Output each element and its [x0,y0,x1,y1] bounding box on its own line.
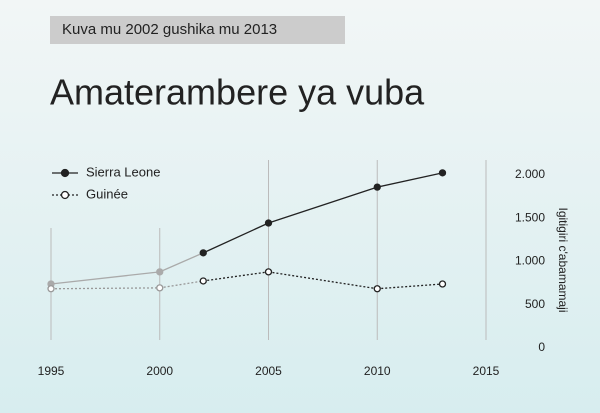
y-tick-label: 500 [525,297,545,311]
line-segment [268,186,378,224]
y-tick-label: 1.000 [515,254,545,268]
point [156,268,164,276]
subtitle-box [50,16,345,44]
y-tick-label: 0 [538,340,545,354]
legend-marker [60,168,70,178]
line-segment [159,280,204,289]
line-segment [377,283,443,290]
point [264,268,273,276]
point [199,249,207,257]
line-segment [159,252,204,273]
line-segment [50,287,160,290]
chart-subtitle: Kuva mu 2002 gushika mu 2013 [62,21,277,38]
x-tick-label: 2005 [255,364,282,378]
x-tick-label: 2000 [146,364,173,378]
line-segment [203,271,269,282]
line-segment [377,172,443,188]
legend-label: Sierra Leone [86,164,160,179]
chart-title: Amaterambere ya vuba [50,72,425,113]
point [199,277,207,285]
y-tick-label: 1.500 [515,210,545,224]
legend-marker [60,190,70,200]
line-segment [202,222,269,254]
legend-label: Guinée [86,186,128,201]
point [264,219,273,227]
x-tick-label: 2015 [473,364,500,378]
point [438,169,447,177]
point [438,280,447,288]
y-tick-label: 2.000 [515,167,545,181]
x-tick-label: 2010 [364,364,391,378]
x-tick-label: 1995 [38,364,65,378]
y-axis-label: Igitigiri c'abamamaji [556,208,570,313]
point [47,285,55,293]
point [156,284,164,292]
point [373,285,381,293]
line-segment [268,271,378,290]
point [373,183,381,191]
line-segment [50,271,160,285]
